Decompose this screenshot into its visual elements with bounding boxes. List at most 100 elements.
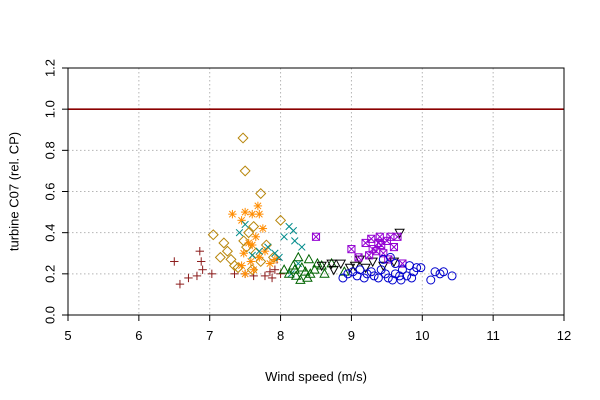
data-point xyxy=(214,251,226,263)
data-point xyxy=(290,270,302,280)
data-point xyxy=(396,275,406,285)
data-point xyxy=(407,273,417,283)
data-point xyxy=(383,273,393,283)
data-point xyxy=(326,259,337,270)
data-point xyxy=(267,273,277,283)
data-points xyxy=(170,132,457,289)
data-point xyxy=(343,269,353,279)
data-point xyxy=(354,255,366,266)
data-point xyxy=(291,237,299,245)
data-point xyxy=(207,269,217,279)
data-point xyxy=(228,260,241,272)
y-tick-label: 0.8 xyxy=(43,141,58,159)
data-point xyxy=(228,209,237,219)
data-point xyxy=(258,224,268,233)
y-tick-label: 0.0 xyxy=(43,306,58,324)
data-point xyxy=(241,220,249,229)
data-point xyxy=(253,201,263,211)
data-point xyxy=(395,271,405,281)
data-point xyxy=(397,265,407,275)
data-point xyxy=(367,234,376,243)
data-point xyxy=(221,245,233,257)
data-point xyxy=(248,220,260,233)
data-point xyxy=(248,251,256,260)
data-point xyxy=(385,252,395,262)
data-point xyxy=(355,265,365,275)
data-point xyxy=(264,243,272,251)
data-point xyxy=(412,263,422,273)
data-point xyxy=(275,253,283,262)
data-point xyxy=(319,268,330,278)
data-point xyxy=(195,246,204,256)
data-point xyxy=(416,263,426,273)
data-point xyxy=(255,253,264,262)
data-point xyxy=(447,271,457,281)
axes: 5 6 7 8 9 10 11 12 0.0 0.2 0.4 0.6 0.8 1.0 1.2 xyxy=(43,59,572,343)
data-point xyxy=(240,207,250,217)
data-point xyxy=(365,251,374,260)
data-point xyxy=(249,265,258,274)
data-point xyxy=(265,259,275,268)
y-tick-label: 0.4 xyxy=(43,224,58,242)
data-point xyxy=(298,243,306,251)
data-point xyxy=(278,264,290,274)
y-tick-label: 0.6 xyxy=(43,182,58,200)
data-point xyxy=(426,275,436,285)
data-point xyxy=(237,261,246,270)
data-point xyxy=(390,269,400,279)
data-point xyxy=(184,273,193,283)
y-tick-label: 0.2 xyxy=(43,265,58,283)
data-point xyxy=(295,274,306,284)
data-point xyxy=(316,261,327,272)
data-point xyxy=(197,257,206,266)
data-point xyxy=(289,264,301,274)
data-point xyxy=(312,257,323,268)
data-point xyxy=(260,246,270,256)
data-point xyxy=(300,266,311,276)
data-point xyxy=(288,259,299,270)
data-point xyxy=(251,232,260,241)
data-point xyxy=(347,245,356,254)
y-tick-label: 1.2 xyxy=(43,59,58,77)
data-point xyxy=(335,259,347,270)
x-axis-title: Wind speed (m/s) xyxy=(265,369,367,384)
data-point xyxy=(248,240,257,250)
data-point xyxy=(255,188,267,200)
data-point xyxy=(430,267,440,277)
data-point xyxy=(393,232,402,241)
data-point xyxy=(243,227,255,239)
x-tick-label: 6 xyxy=(135,328,142,343)
data-point xyxy=(248,209,257,219)
x-tick-label: 9 xyxy=(348,328,355,343)
data-point xyxy=(207,229,219,241)
data-point xyxy=(289,226,298,235)
data-point xyxy=(369,271,379,281)
data-point xyxy=(275,214,287,226)
data-point xyxy=(192,271,202,281)
y-tick-label: 1.0 xyxy=(43,100,58,118)
x-tick-label: 11 xyxy=(486,328,500,343)
x-tick-label: 7 xyxy=(206,328,213,343)
data-point xyxy=(293,251,304,262)
x-tick-label: 8 xyxy=(277,328,284,343)
data-point xyxy=(218,237,230,249)
grid xyxy=(68,68,564,315)
data-point xyxy=(265,267,275,276)
data-point xyxy=(237,132,249,144)
data-point xyxy=(378,261,389,272)
data-point xyxy=(311,232,321,241)
data-point xyxy=(326,257,337,268)
data-point xyxy=(328,265,339,276)
y-axis-title: turbine C07 (rel. CP) xyxy=(7,132,22,251)
data-point xyxy=(255,209,264,219)
data-point xyxy=(316,259,327,270)
data-point xyxy=(260,271,270,281)
data-point xyxy=(239,249,248,258)
data-point xyxy=(354,253,363,262)
data-point xyxy=(303,253,315,264)
data-point xyxy=(270,265,280,274)
x-tick-label: 12 xyxy=(557,328,571,343)
data-point xyxy=(240,269,250,279)
data-point xyxy=(198,265,207,274)
